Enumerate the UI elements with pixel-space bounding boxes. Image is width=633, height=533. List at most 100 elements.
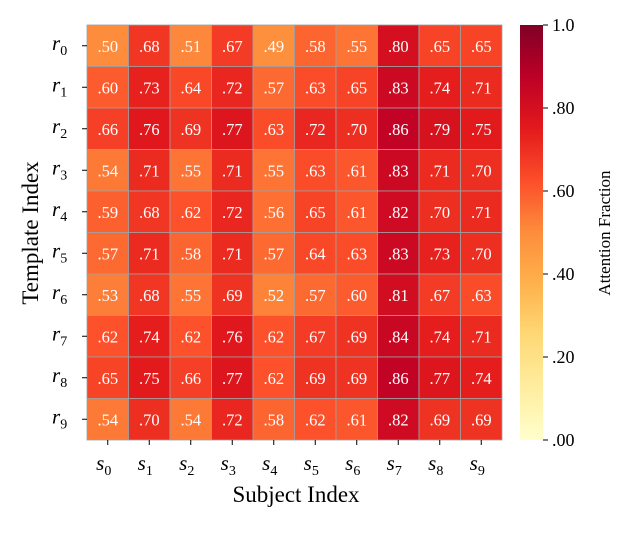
- colorbar-tick-label: .60: [552, 181, 575, 201]
- cell-value-label: .74: [429, 78, 450, 97]
- cell-value-label: .69: [222, 286, 243, 305]
- heatmap-cell: [294, 66, 337, 109]
- cell-value-label: .65: [429, 37, 450, 56]
- cell-value-label: .54: [97, 161, 118, 180]
- colorbar-tick-label: .40: [552, 264, 575, 284]
- cell-value-label: .55: [180, 161, 201, 180]
- x-axis-ticks: s0 s1 s2 s3 s4 s5 s6 s7 s8 s9: [96, 440, 485, 479]
- heatmap-cell: [335, 315, 378, 358]
- cell-value-label: .55: [263, 161, 284, 180]
- cell-value-label: .50: [97, 37, 118, 56]
- y-tick-label: r6: [52, 280, 67, 308]
- cell-value-label: .77: [429, 369, 450, 388]
- y-tick-label: r3: [52, 155, 67, 183]
- cell-value-label: .86: [388, 369, 409, 388]
- heatmap-cell: [211, 315, 254, 358]
- cell-value-label: .67: [429, 286, 450, 305]
- cell-value-label: .72: [222, 410, 243, 429]
- cell-value-label: .63: [305, 78, 326, 97]
- cell-value-label: .62: [263, 327, 284, 346]
- cell-value-label: .63: [346, 244, 367, 263]
- cell-value-label: .65: [346, 78, 367, 97]
- heatmap-cell: [252, 107, 295, 150]
- heatmap-cell: [252, 356, 295, 399]
- cell-value-label: .58: [305, 37, 326, 56]
- x-tick-label: s0: [96, 451, 111, 479]
- cell-value-label: .79: [429, 120, 450, 139]
- heatmap-cell: [169, 315, 212, 358]
- heatmap-cell: [169, 190, 212, 233]
- x-tick-label: s2: [179, 451, 194, 479]
- cell-value-label: .80: [388, 37, 409, 56]
- heatmap-cell: [377, 356, 420, 399]
- cell-value-label: .62: [97, 327, 118, 346]
- heatmap-cell: [128, 24, 171, 67]
- heatmap-cell: [460, 107, 503, 150]
- cell-value-label: .71: [139, 244, 160, 263]
- heatmap-cell: [86, 24, 129, 67]
- heatmap-cell: [211, 356, 254, 399]
- cell-value-label: .64: [180, 78, 201, 97]
- cell-value-label: .51: [180, 37, 201, 56]
- cell-value-label: .70: [471, 244, 492, 263]
- heatmap-cell: [86, 273, 129, 316]
- heatmap-cell: [128, 315, 171, 358]
- y-tick-label: r2: [52, 114, 67, 142]
- cell-value-label: .54: [180, 410, 201, 429]
- heatmap-cell: [418, 356, 461, 399]
- x-tick-label: s8: [428, 451, 443, 479]
- cell-value-label: .71: [222, 161, 243, 180]
- heatmap-cell: [460, 398, 503, 441]
- heatmap-cell: [294, 190, 337, 233]
- y-tick-label: r9: [52, 404, 67, 432]
- heatmap-cell: [335, 66, 378, 109]
- cell-value-label: .61: [346, 161, 367, 180]
- heatmap-cell: [335, 107, 378, 150]
- cell-value-label: .76: [139, 120, 160, 139]
- cell-value-label: .54: [97, 410, 118, 429]
- heatmap-cell: [418, 273, 461, 316]
- cell-value-label: .71: [139, 161, 160, 180]
- x-tick-label: s3: [221, 451, 236, 479]
- heatmap-cell: [377, 398, 420, 441]
- cell-value-label: .73: [139, 78, 160, 97]
- heatmap-cell: [86, 232, 129, 275]
- cell-value-label: .74: [139, 327, 160, 346]
- heatmap-cell: [252, 232, 295, 275]
- cell-value-label: .67: [305, 327, 326, 346]
- cell-value-label: .74: [429, 327, 450, 346]
- heatmap-cell: [169, 24, 212, 67]
- cell-value-label: .58: [263, 410, 284, 429]
- heatmap-cell: [252, 315, 295, 358]
- heatmap-cell: [252, 398, 295, 441]
- heatmap-cell: [418, 149, 461, 192]
- heatmap-cell-labels: .50 .68 .51 .67 .49 .58 .55 .80 .65 .65 .60 .73 .64.…: [97, 37, 491, 430]
- cell-value-label: .76: [222, 327, 243, 346]
- colorbar-ticks: .00 .20 .40 .60 .80 1.0: [543, 15, 575, 450]
- cell-value-label: .70: [429, 203, 450, 222]
- heatmap-cell: [211, 232, 254, 275]
- heatmap-cell: [460, 356, 503, 399]
- y-axis-ticks: r0 r1 r2 r3 r4 r5 r6 r7 r8 r9: [52, 31, 87, 432]
- cell-value-label: .65: [471, 37, 492, 56]
- cell-value-label: .62: [180, 203, 201, 222]
- cell-value-label: .86: [388, 120, 409, 139]
- cell-value-label: .57: [305, 286, 326, 305]
- heatmap-cell: [335, 190, 378, 233]
- cell-value-label: .71: [222, 244, 243, 263]
- heatmap-cell: [377, 24, 420, 67]
- cell-value-label: .72: [222, 203, 243, 222]
- heatmap-cell: [335, 273, 378, 316]
- cell-value-label: .75: [471, 120, 492, 139]
- heatmap-cells: [86, 24, 503, 441]
- heatmap-cell: [169, 107, 212, 150]
- colorbar: .00 .20 .40 .60 .80 1.0 Attention Fraction: [520, 15, 614, 450]
- cell-value-label: .70: [346, 120, 367, 139]
- cell-value-label: .55: [180, 286, 201, 305]
- cell-value-label: .60: [97, 78, 118, 97]
- cell-value-label: .59: [97, 203, 118, 222]
- heatmap-cell: [128, 107, 171, 150]
- cell-value-label: .63: [305, 161, 326, 180]
- colorbar-label: Attention Fraction: [595, 170, 614, 296]
